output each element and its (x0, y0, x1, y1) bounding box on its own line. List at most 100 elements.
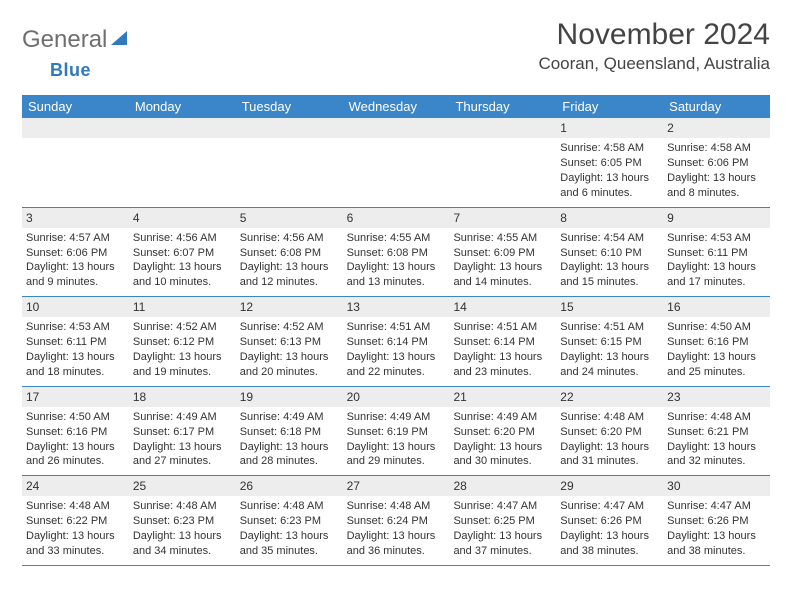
day-cell: 6Sunrise: 4:55 AMSunset: 6:08 PMDaylight… (343, 208, 450, 297)
day-sunset: Sunset: 6:20 PM (453, 425, 552, 440)
day-daylight2: and 34 minutes. (133, 544, 232, 559)
day-cell (22, 118, 129, 207)
day-cell: 10 Sunrise: 4:53 AMSunset: 6:11 PMDayligh… (22, 297, 129, 386)
day-number: 24 (22, 476, 129, 496)
day-sunset: Sunset: 6:14 PM (453, 335, 552, 350)
day-sunset: Sunset: 6:14 PM (347, 335, 446, 350)
day-number: 27 (343, 476, 450, 496)
day-daylight1: Daylight: 13 hours (453, 440, 552, 455)
day-sunrise: Sunrise: 4:47 AM (560, 499, 659, 514)
day-cell: 11Sunrise: 4:52 AMSunset: 6:12 PMDayligh… (129, 297, 236, 386)
day-cell: 15Sunrise: 4:51 AMSunset: 6:15 PMDayligh… (556, 297, 663, 386)
day-daylight2: and 10 minutes. (133, 275, 232, 290)
day-sunset: Sunset: 6:11 PM (667, 246, 766, 261)
day-daylight1: Daylight: 13 hours (560, 440, 659, 455)
day-sunset: Sunset: 6:24 PM (347, 514, 446, 529)
day-sunset: Sunset: 6:18 PM (240, 425, 339, 440)
day-daylight2: and 13 minutes. (347, 275, 446, 290)
day-daylight2: and 14 minutes. (453, 275, 552, 290)
day-number: 13 (343, 297, 450, 317)
day-number (129, 118, 236, 138)
day-number: 16 (663, 297, 770, 317)
day-daylight1: Daylight: 13 hours (453, 529, 552, 544)
day-header-row: Sunday Monday Tuesday Wednesday Thursday… (22, 95, 770, 118)
day-header: Sunday (22, 95, 129, 118)
day-cell: 20Sunrise: 4:49 AMSunset: 6:19 PMDayligh… (343, 387, 450, 476)
day-sunset: Sunset: 6:10 PM (560, 246, 659, 261)
day-number: 21 (449, 387, 556, 407)
day-sunrise: Sunrise: 4:57 AM (26, 231, 125, 246)
sail-icon (109, 27, 131, 54)
day-daylight1: Daylight: 13 hours (26, 350, 125, 365)
day-sunrise: Sunrise: 4:53 AM (667, 231, 766, 246)
day-sunrise: Sunrise: 4:47 AM (667, 499, 766, 514)
day-cell: 26Sunrise: 4:48 AMSunset: 6:23 PMDayligh… (236, 476, 343, 565)
day-sunset: Sunset: 6:11 PM (26, 335, 125, 350)
day-sunset: Sunset: 6:26 PM (560, 514, 659, 529)
day-daylight1: Daylight: 13 hours (560, 350, 659, 365)
day-number: 5 (236, 208, 343, 228)
day-daylight1: Daylight: 13 hours (133, 350, 232, 365)
day-daylight2: and 24 minutes. (560, 365, 659, 380)
day-cell: 3Sunrise: 4:57 AMSunset: 6:06 PMDaylight… (22, 208, 129, 297)
day-number: 29 (556, 476, 663, 496)
day-cell (449, 118, 556, 207)
day-cell: 8Sunrise: 4:54 AMSunset: 6:10 PMDaylight… (556, 208, 663, 297)
day-daylight2: and 37 minutes. (453, 544, 552, 559)
day-cell: 7Sunrise: 4:55 AMSunset: 6:09 PMDaylight… (449, 208, 556, 297)
day-daylight2: and 29 minutes. (347, 454, 446, 469)
day-sunset: Sunset: 6:15 PM (560, 335, 659, 350)
day-number (236, 118, 343, 138)
day-number: 22 (556, 387, 663, 407)
day-sunrise: Sunrise: 4:48 AM (133, 499, 232, 514)
day-sunrise: Sunrise: 4:52 AM (133, 320, 232, 335)
day-sunset: Sunset: 6:08 PM (347, 246, 446, 261)
week-row: 24Sunrise: 4:48 AMSunset: 6:22 PMDayligh… (22, 476, 770, 566)
day-number: 14 (449, 297, 556, 317)
day-daylight1: Daylight: 13 hours (667, 260, 766, 275)
day-number: 9 (663, 208, 770, 228)
day-number: 28 (449, 476, 556, 496)
day-cell: 21Sunrise: 4:49 AMSunset: 6:20 PMDayligh… (449, 387, 556, 476)
day-sunrise: Sunrise: 4:48 AM (26, 499, 125, 514)
weeks-container: 1Sunrise: 4:58 AMSunset: 6:05 PMDaylight… (22, 118, 770, 566)
day-sunrise: Sunrise: 4:58 AM (560, 141, 659, 156)
week-row: 17Sunrise: 4:50 AMSunset: 6:16 PMDayligh… (22, 387, 770, 477)
day-sunrise: Sunrise: 4:49 AM (347, 410, 446, 425)
day-daylight1: Daylight: 13 hours (667, 171, 766, 186)
day-daylight2: and 38 minutes. (667, 544, 766, 559)
day-sunrise: Sunrise: 4:54 AM (560, 231, 659, 246)
day-header: Monday (129, 95, 236, 118)
day-number: 30 (663, 476, 770, 496)
day-daylight1: Daylight: 13 hours (560, 529, 659, 544)
day-header: Friday (556, 95, 663, 118)
day-cell: 9 Sunrise: 4:53 AMSunset: 6:11 PMDaylight… (663, 208, 770, 297)
day-sunrise: Sunrise: 4:55 AM (453, 231, 552, 246)
day-daylight2: and 9 minutes. (26, 275, 125, 290)
day-sunset: Sunset: 6:07 PM (133, 246, 232, 261)
day-daylight1: Daylight: 13 hours (453, 350, 552, 365)
day-header: Tuesday (236, 95, 343, 118)
day-sunset: Sunset: 6:23 PM (133, 514, 232, 529)
day-daylight2: and 6 minutes. (560, 186, 659, 201)
day-number: 7 (449, 208, 556, 228)
day-daylight2: and 22 minutes. (347, 365, 446, 380)
day-number: 26 (236, 476, 343, 496)
week-row: 1Sunrise: 4:58 AMSunset: 6:05 PMDaylight… (22, 118, 770, 208)
day-number: 10 (22, 297, 129, 317)
day-sunrise: Sunrise: 4:53 AM (26, 320, 125, 335)
day-daylight1: Daylight: 13 hours (347, 260, 446, 275)
day-cell: 24Sunrise: 4:48 AMSunset: 6:22 PMDayligh… (22, 476, 129, 565)
day-sunset: Sunset: 6:08 PM (240, 246, 339, 261)
day-number: 6 (343, 208, 450, 228)
calendar-grid: Sunday Monday Tuesday Wednesday Thursday… (22, 95, 770, 566)
day-cell: 17Sunrise: 4:50 AMSunset: 6:16 PMDayligh… (22, 387, 129, 476)
day-number (343, 118, 450, 138)
day-daylight2: and 27 minutes. (133, 454, 232, 469)
day-sunrise: Sunrise: 4:52 AM (240, 320, 339, 335)
day-number: 17 (22, 387, 129, 407)
day-daylight2: and 8 minutes. (667, 186, 766, 201)
day-sunset: Sunset: 6:22 PM (26, 514, 125, 529)
day-number: 8 (556, 208, 663, 228)
day-daylight1: Daylight: 13 hours (560, 171, 659, 186)
